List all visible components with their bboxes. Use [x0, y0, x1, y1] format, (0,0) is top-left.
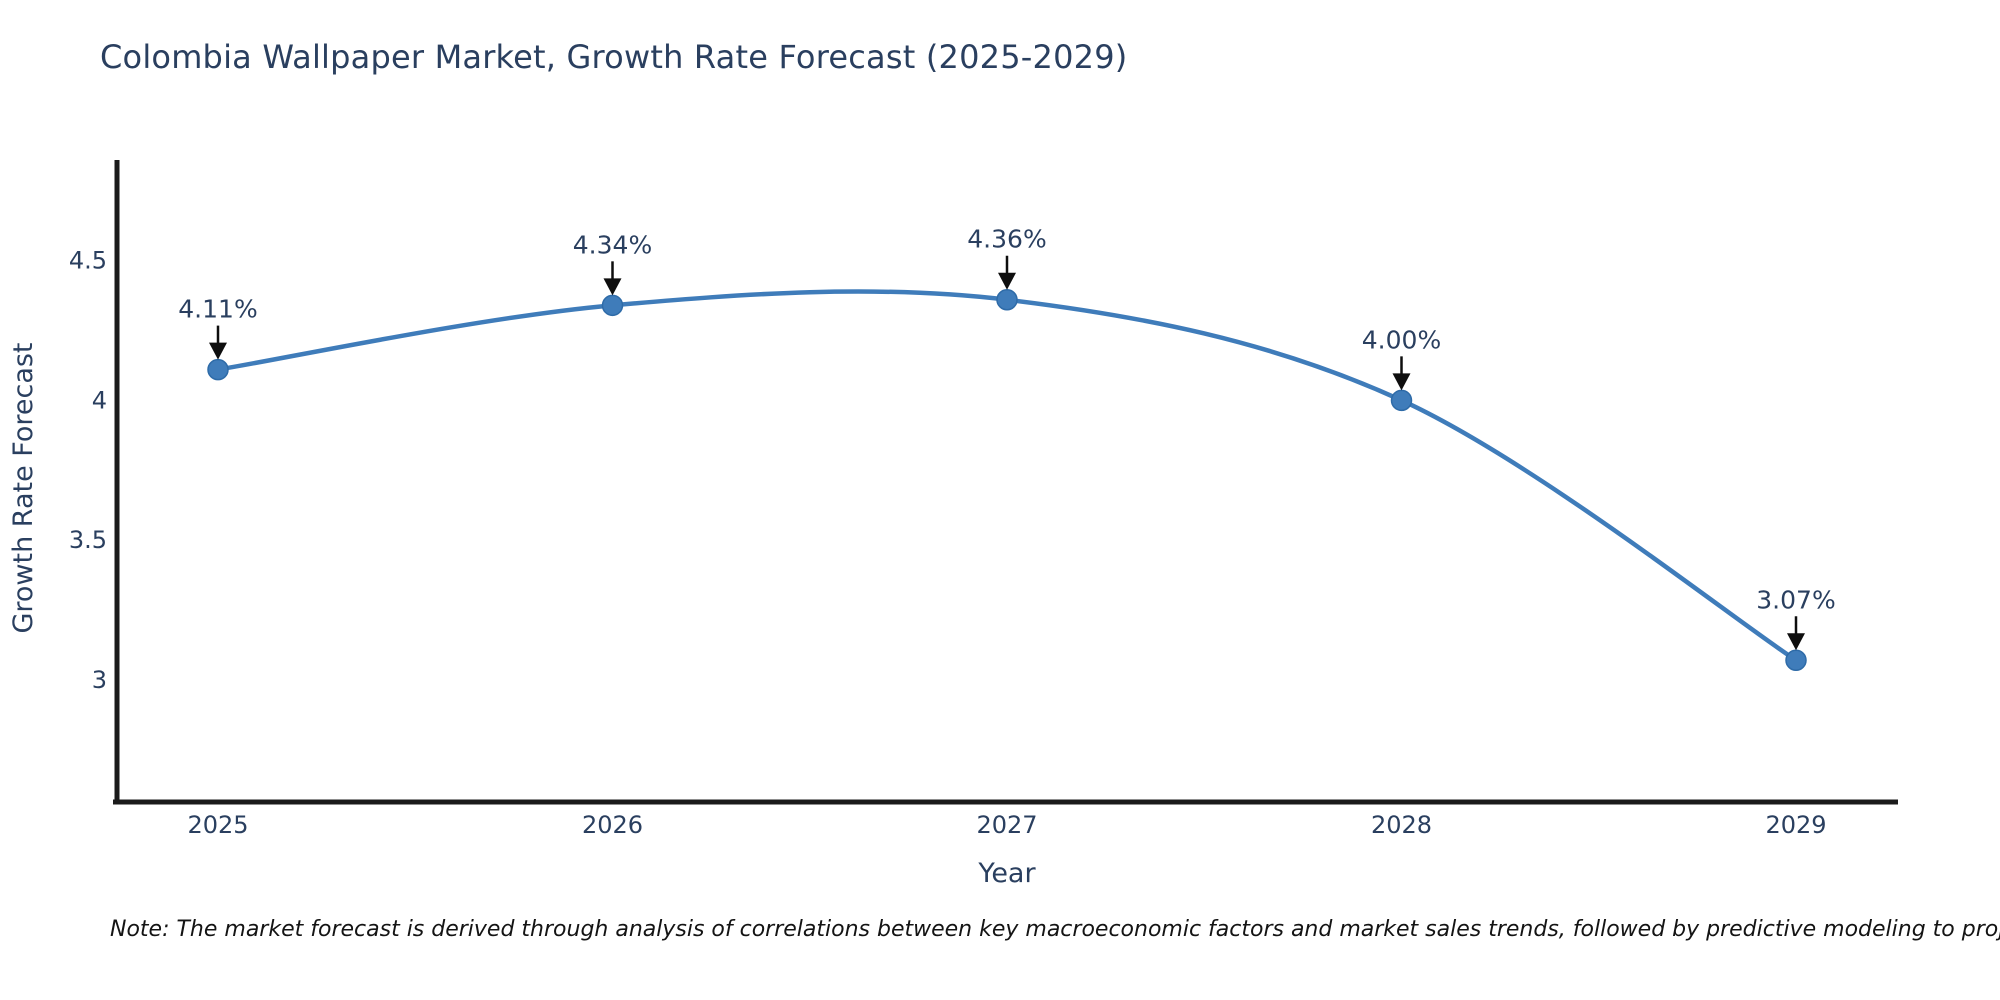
- forecast-line: [215, 289, 1799, 663]
- annotation-arrowhead-icon: [603, 278, 622, 296]
- point-value-label: 4.36%: [967, 225, 1046, 254]
- data-point-2025[interactable]: [207, 358, 229, 381]
- annotation-arrowhead-icon: [998, 272, 1016, 290]
- x-axis-title: Year: [977, 858, 1036, 889]
- point-value-label: 3.07%: [1756, 585, 1835, 614]
- y-axis-tick-label: 4: [92, 386, 107, 414]
- x-axis-tick-label: 2029: [1765, 811, 1826, 839]
- x-axis-tick-label: 2028: [1371, 811, 1432, 839]
- x-axis-tick-label: 2027: [976, 811, 1037, 839]
- annotation-arrowhead-icon: [1787, 633, 1805, 651]
- point-value-label: 4.11%: [178, 295, 257, 324]
- annotation-arrowhead-icon: [209, 342, 227, 360]
- y-axis-title: Growth Rate Forecast: [8, 342, 39, 633]
- y-axis-tick-label: 4.5: [69, 247, 107, 275]
- data-point-2028[interactable]: [1390, 389, 1413, 412]
- annotation-arrowhead-icon: [1392, 373, 1411, 391]
- y-axis-tick-label: 3: [92, 666, 107, 694]
- y-axis-tick-label: 3.5: [69, 526, 107, 554]
- point-value-label: 4.00%: [1362, 325, 1441, 354]
- chart-title: Colombia Wallpaper Market, Growth Rate F…: [100, 38, 1128, 76]
- footnote: Note: The market forecast is derived thr…: [110, 917, 2000, 942]
- point-value-label: 4.34%: [573, 230, 652, 259]
- data-point-2027[interactable]: [996, 288, 1018, 311]
- data-point-2026[interactable]: [601, 294, 624, 317]
- data-point-2029[interactable]: [1785, 649, 1807, 672]
- x-axis-tick-label: 2025: [187, 811, 248, 839]
- x-axis-tick-label: 2026: [582, 811, 643, 839]
